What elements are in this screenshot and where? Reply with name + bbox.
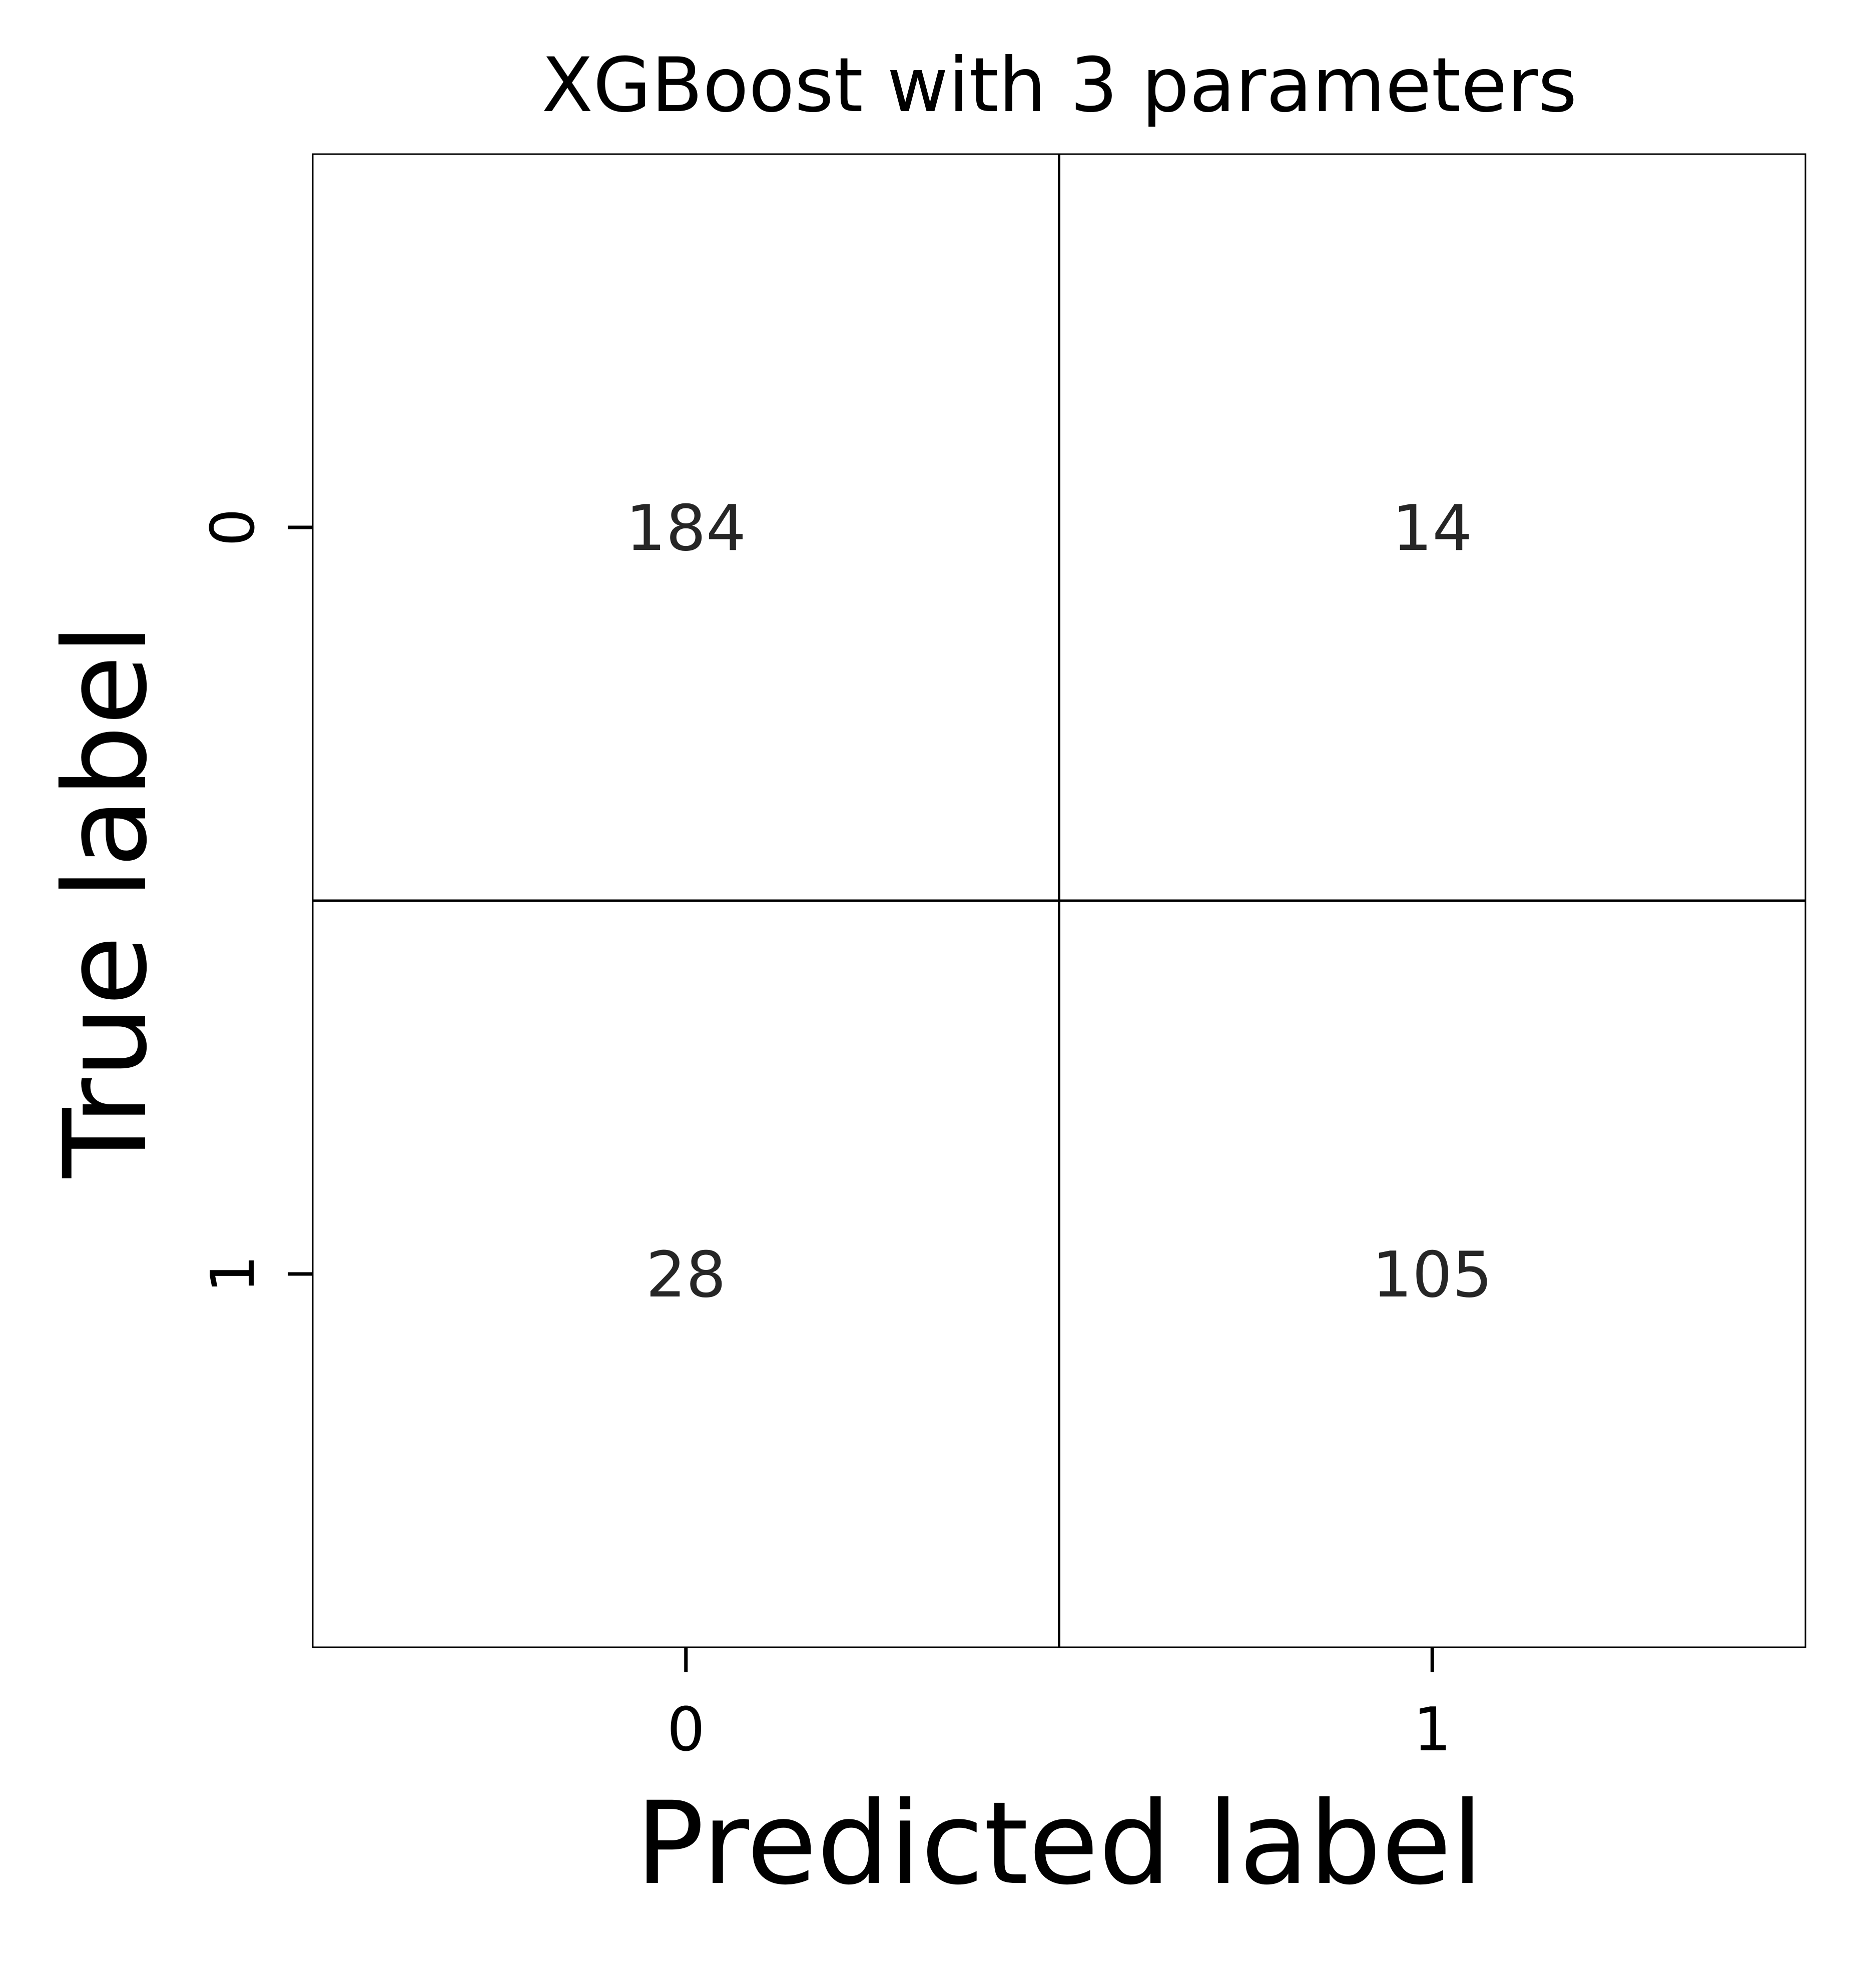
matrix-cell-r1-c1 <box>1059 901 1805 1647</box>
y-axis-label: True label <box>39 623 172 1178</box>
cell-value-r1-c0: 28 <box>646 1238 726 1311</box>
y-tick-label: 0 <box>199 508 268 546</box>
cell-value-r1-c1: 105 <box>1372 1238 1493 1311</box>
matrix-cell-r0-c0 <box>313 154 1059 901</box>
matrix-grid-lines <box>312 153 1806 1648</box>
cell-value-r0-c1: 14 <box>1392 491 1472 565</box>
chart-title: XGBoost with 3 parameters <box>541 42 1577 129</box>
y-axis-ticks: 01 <box>199 508 313 1293</box>
matrix-cell-labels: 184 14 28 105 <box>626 491 1493 1311</box>
x-axis-label: Predicted label <box>636 1777 1483 1910</box>
matrix-cell-r0-c1 <box>1059 154 1805 901</box>
x-tick-label: 0 <box>667 1695 705 1765</box>
matrix-cell-r1-c0 <box>313 901 1059 1647</box>
cell-value-r0-c0: 184 <box>626 491 747 565</box>
y-tick-label: 1 <box>199 1255 268 1293</box>
x-tick-label: 1 <box>1413 1695 1451 1765</box>
matrix-cells <box>313 154 1805 1647</box>
